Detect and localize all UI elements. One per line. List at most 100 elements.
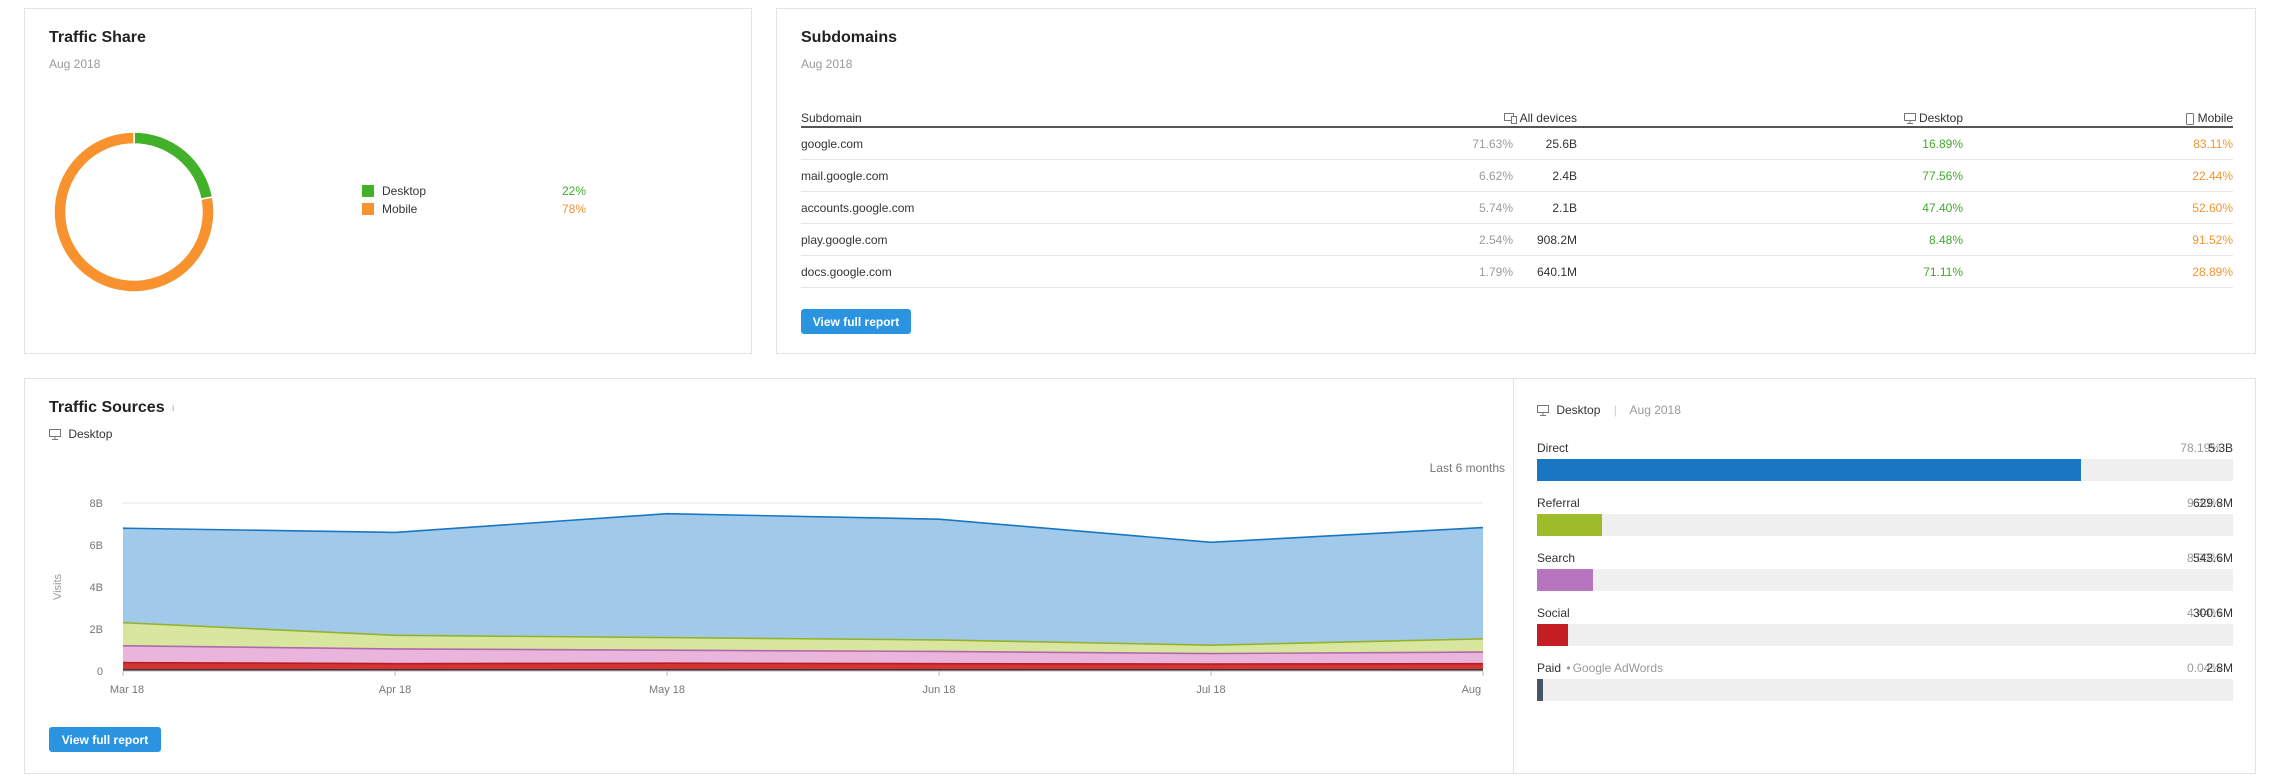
mobile-icon <box>2186 112 2195 125</box>
source-bar[interactable] <box>1537 459 2233 481</box>
legend-desktop-label: Desktop <box>382 184 427 198</box>
subdomain-share: 5.74% <box>1478 201 1513 215</box>
traffic-sources-title: Traffic Sources i <box>49 399 174 417</box>
desktop-icon <box>1903 113 1916 125</box>
x-tick-label: May 18 <box>649 684 685 696</box>
legend-mobile-label: Mobile <box>382 202 418 216</box>
source-divider: • <box>1566 661 1571 675</box>
col-desktop[interactable]: Desktop <box>1863 111 1963 125</box>
subdomain-visits: 908.2M <box>1536 233 1577 247</box>
source-name: Social <box>1537 606 1570 620</box>
subdomain-mobile: 52.60% <box>2192 201 2233 215</box>
breakdown-period: Aug 2018 <box>1629 403 1681 417</box>
row-divider <box>801 191 2233 192</box>
subdomain-visits: 2.1B <box>1552 201 1577 215</box>
row-divider <box>801 287 2233 288</box>
desktop-swatch <box>362 185 374 197</box>
subdomain-share: 2.54% <box>1478 233 1513 247</box>
desktop-icon <box>1537 405 1549 417</box>
traffic-share-title: Traffic Share <box>49 29 146 46</box>
subdomain-share: 1.79% <box>1478 265 1513 279</box>
area-referral[interactable] <box>123 622 1483 654</box>
subdomain-mobile: 91.52% <box>2192 233 2233 247</box>
source-bar[interactable] <box>1537 514 2233 536</box>
traffic-sources-chart[interactable]: 0 2B 4B 6B 8B Visits Mar 18 Apr 18 May 18 Jun 18 J… <box>25 471 1485 721</box>
sources-device-label: Desktop <box>68 427 113 441</box>
traffic-sources-card: Traffic Sources i Desktop Last 6 months … <box>24 378 2256 774</box>
subdomain-desktop: 77.56% <box>1922 169 1963 183</box>
source-bar-fill <box>1537 514 1602 536</box>
source-pct: 8.03% <box>2186 551 2221 565</box>
y-tick-label: 8B <box>90 498 103 510</box>
subdomains-view-full-report-button[interactable]: View full report <box>801 309 911 334</box>
y-tick-label: 0 <box>97 666 103 678</box>
source-bar[interactable] <box>1537 569 2233 591</box>
y-tick-label: 4B <box>90 582 103 594</box>
subdomain-share: 71.63% <box>1472 137 1513 151</box>
source-bar-fill <box>1537 459 2081 481</box>
x-tick-label: Mar 18 <box>110 684 144 696</box>
line-social <box>122 661 1484 665</box>
subdomain-visits: 2.4B <box>1552 169 1577 183</box>
source-bar[interactable] <box>1537 679 2233 701</box>
line-referral <box>122 621 1484 646</box>
subdomain-mobile: 22.44% <box>2192 169 2233 183</box>
subdomain-name[interactable]: accounts.google.com <box>801 201 915 215</box>
subdomains-title: Subdomains <box>801 29 898 46</box>
subdomain-desktop: 16.89% <box>1922 137 1963 151</box>
source-bar[interactable] <box>1537 624 2233 646</box>
sources-device: Desktop <box>49 427 112 441</box>
legend-desktop[interactable]: Desktop <box>362 184 426 198</box>
source-label[interactable]: Paid • Google AdWords <box>1537 661 1663 675</box>
area-direct[interactable] <box>123 513 1483 646</box>
desktop-col-label: Desktop <box>1918 111 1963 125</box>
source-visits: 2.8M <box>2206 661 2233 675</box>
col-subdomain[interactable]: Subdomain <box>801 111 862 125</box>
legend-mobile-pct: 78% <box>562 202 587 216</box>
source-visits: 300.6M <box>2192 606 2233 620</box>
source-bar-fill <box>1537 679 1543 701</box>
breakdown-header: Desktop | Aug 2018 <box>1537 403 1681 417</box>
donut-slice-desktop[interactable] <box>133 131 214 201</box>
info-icon[interactable]: i <box>172 402 175 413</box>
source-pct: 4.44% <box>2186 606 2221 620</box>
source-label[interactable]: Direct <box>1537 441 1568 455</box>
subdomain-desktop: 47.40% <box>1922 201 1963 215</box>
sources-divider <box>1513 379 1514 773</box>
source-label[interactable]: Search <box>1537 551 1575 565</box>
subdomain-visits: 640.1M <box>1536 265 1577 279</box>
mobile-col-label: Mobile <box>2197 111 2233 125</box>
source-label[interactable]: Social <box>1537 606 1570 620</box>
source-label[interactable]: Referral <box>1537 496 1580 510</box>
source-visits: 5.3B <box>2208 441 2233 455</box>
area-search[interactable] <box>123 645 1483 665</box>
source-visits: 543.6M <box>2192 551 2233 565</box>
x-tick-label: Aug 18 <box>1462 684 1485 696</box>
header-divider <box>801 126 2233 128</box>
legend-mobile[interactable]: Mobile <box>362 202 417 216</box>
subdomain-name[interactable]: docs.google.com <box>801 265 892 279</box>
col-all-devices[interactable]: All devices <box>1477 111 1577 125</box>
source-pct: 0.04% <box>2186 661 2221 675</box>
donut-slice-mobile[interactable] <box>53 131 215 293</box>
col-mobile[interactable]: Mobile <box>2153 111 2233 125</box>
source-visits: 629.8M <box>2192 496 2233 510</box>
desktop-icon <box>49 429 61 441</box>
line-direct <box>122 512 1484 544</box>
traffic-share-donut[interactable] <box>49 127 219 297</box>
source-name: Paid <box>1537 661 1562 675</box>
source-sub: Google AdWords <box>1572 661 1664 675</box>
subdomain-share: 6.62% <box>1478 169 1513 183</box>
donut-segments <box>53 131 215 293</box>
range-label[interactable]: Last 6 months <box>1429 461 1505 475</box>
subdomain-desktop: 8.48% <box>1928 233 1963 247</box>
y-tick-label: 6B <box>90 540 103 552</box>
sources-view-full-report-button[interactable]: View full report <box>49 727 161 752</box>
source-name: Referral <box>1537 496 1580 510</box>
all-devices-label: All devices <box>1519 111 1577 125</box>
subdomain-name[interactable]: mail.google.com <box>801 169 889 183</box>
subdomain-name[interactable]: google.com <box>801 137 864 151</box>
source-pct: 9.30% <box>2186 496 2221 510</box>
subdomain-name[interactable]: play.google.com <box>801 233 888 247</box>
subdomain-mobile: 28.89% <box>2192 265 2233 279</box>
